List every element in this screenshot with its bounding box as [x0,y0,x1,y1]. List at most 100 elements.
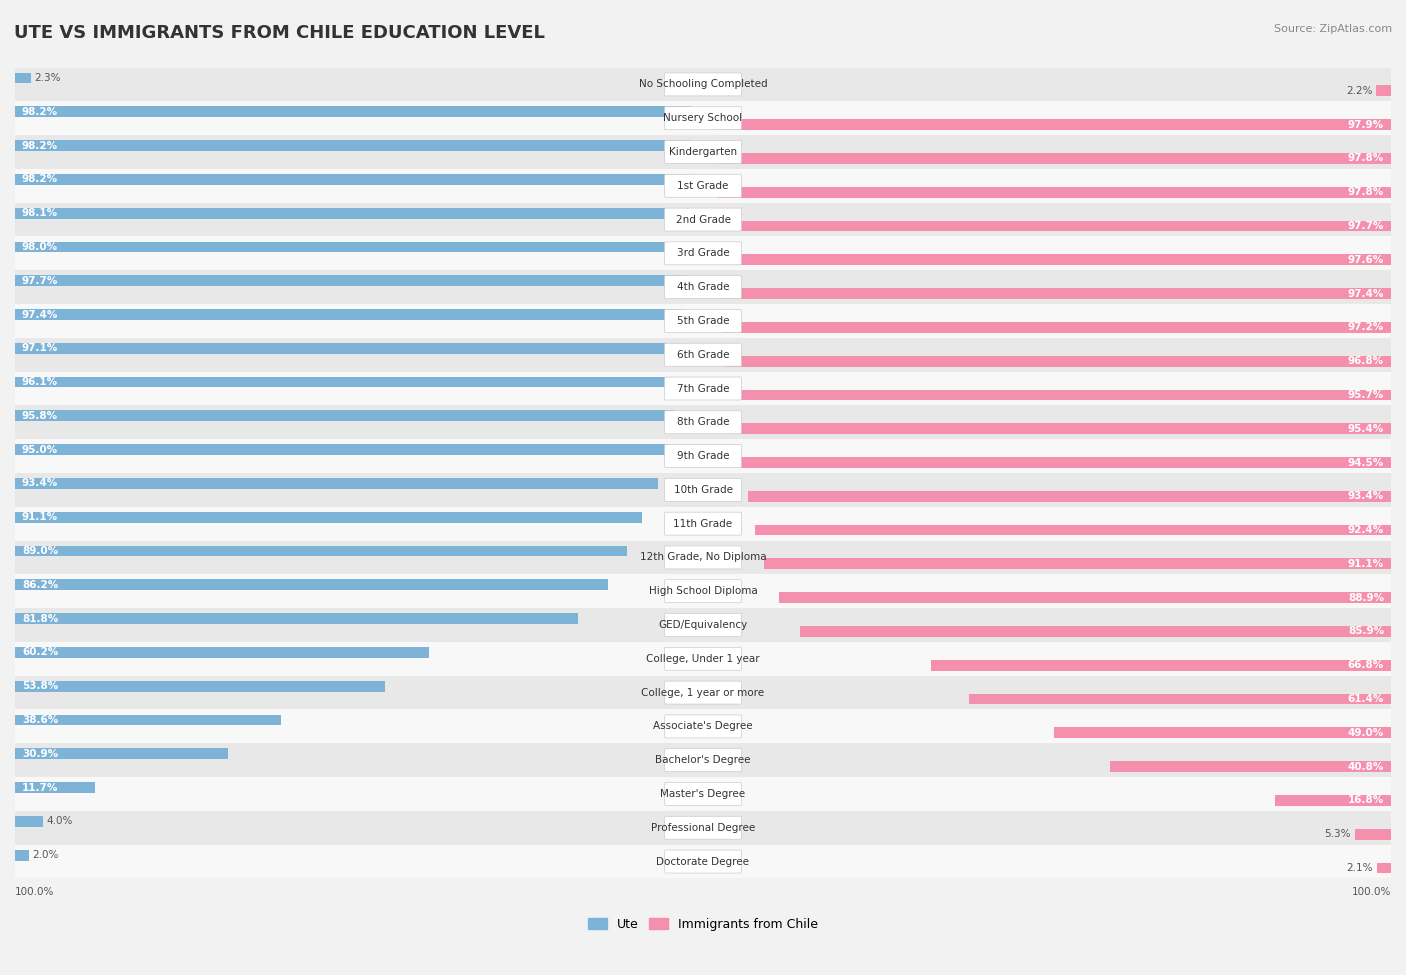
Bar [15,546,627,557]
Bar [15,478,658,488]
Bar [1054,727,1391,738]
Bar [15,749,228,760]
Text: 91.1%: 91.1% [1348,559,1384,568]
Bar [15,371,1391,406]
Bar [15,309,685,320]
Bar [15,67,1391,101]
Text: 2.2%: 2.2% [1346,86,1372,96]
Text: 95.0%: 95.0% [22,445,58,454]
Text: 66.8%: 66.8% [1348,660,1384,670]
FancyBboxPatch shape [665,512,741,535]
Text: Bachelor's Degree: Bachelor's Degree [655,756,751,765]
Text: Nursery School: Nursery School [664,113,742,123]
Text: 88.9%: 88.9% [1348,593,1384,603]
Bar [15,101,1391,136]
Text: 93.4%: 93.4% [22,479,58,488]
Bar [15,140,690,151]
Text: 49.0%: 49.0% [1348,727,1384,738]
Text: 95.7%: 95.7% [1348,390,1384,400]
Text: 97.9%: 97.9% [1348,120,1384,130]
FancyBboxPatch shape [665,208,741,231]
Bar [765,559,1391,569]
Bar [15,676,1391,710]
Text: 1st Grade: 1st Grade [678,180,728,191]
FancyBboxPatch shape [665,242,741,265]
Bar [718,187,1391,198]
Legend: Ute, Immigrants from Chile: Ute, Immigrants from Chile [583,913,823,936]
Bar [15,242,689,253]
FancyBboxPatch shape [665,175,741,197]
Bar [1376,863,1391,874]
Bar [15,174,690,184]
Bar [15,647,429,658]
Bar [15,574,1391,608]
Text: College, Under 1 year: College, Under 1 year [647,654,759,664]
Text: 5.3%: 5.3% [1324,829,1351,839]
Text: 11th Grade: 11th Grade [673,519,733,528]
FancyBboxPatch shape [665,613,741,637]
Bar [15,439,1391,473]
Text: 97.2%: 97.2% [1348,323,1384,332]
Bar [15,406,1391,439]
FancyBboxPatch shape [665,445,741,468]
Text: Associate's Degree: Associate's Degree [654,722,752,731]
Bar [15,816,42,827]
Text: 95.4%: 95.4% [1348,424,1384,434]
Bar [15,203,1391,237]
Bar [15,304,1391,337]
Bar [15,337,1391,371]
Text: 11.7%: 11.7% [22,783,58,793]
Text: 4.0%: 4.0% [46,816,72,827]
Text: No Schooling Completed: No Schooling Completed [638,79,768,90]
Text: UTE VS IMMIGRANTS FROM CHILE EDUCATION LEVEL: UTE VS IMMIGRANTS FROM CHILE EDUCATION L… [14,24,546,42]
FancyBboxPatch shape [665,850,741,873]
Text: 93.4%: 93.4% [1348,491,1384,501]
Text: 86.2%: 86.2% [22,580,58,590]
Bar [969,693,1391,704]
Text: 97.8%: 97.8% [1348,153,1384,164]
Text: 97.7%: 97.7% [1348,221,1384,231]
Bar [15,169,1391,203]
Text: 97.6%: 97.6% [1348,254,1384,265]
FancyBboxPatch shape [665,546,741,569]
Bar [718,153,1391,164]
Bar [15,777,1391,811]
Text: 38.6%: 38.6% [22,715,58,725]
Text: 2nd Grade: 2nd Grade [675,214,731,224]
FancyBboxPatch shape [665,715,741,738]
Text: 89.0%: 89.0% [22,546,58,556]
Text: Master's Degree: Master's Degree [661,789,745,799]
Bar [15,376,676,387]
Text: 96.8%: 96.8% [1348,356,1384,367]
Bar [15,811,1391,844]
Text: Source: ZipAtlas.com: Source: ZipAtlas.com [1274,24,1392,34]
FancyBboxPatch shape [665,783,741,805]
Text: GED/Equivalency: GED/Equivalency [658,620,748,630]
Bar [748,490,1391,502]
Text: 53.8%: 53.8% [22,682,58,691]
FancyBboxPatch shape [665,816,741,839]
Bar [1111,761,1391,772]
FancyBboxPatch shape [665,140,741,164]
Text: 81.8%: 81.8% [22,613,58,624]
Text: High School Diploma: High School Diploma [648,586,758,597]
Bar [735,423,1391,434]
Text: 40.8%: 40.8% [1348,761,1384,771]
Bar [15,72,31,84]
FancyBboxPatch shape [665,647,741,670]
Bar [725,356,1391,367]
Bar [15,270,1391,304]
Text: 98.2%: 98.2% [22,107,58,117]
Text: 30.9%: 30.9% [22,749,58,759]
Text: 10th Grade: 10th Grade [673,485,733,495]
Bar [15,710,1391,743]
Text: 2.0%: 2.0% [32,850,59,860]
Bar [800,626,1391,637]
Text: 9th Grade: 9th Grade [676,451,730,461]
Bar [15,743,1391,777]
Bar [15,106,690,117]
Text: 7th Grade: 7th Grade [676,383,730,394]
Text: 98.0%: 98.0% [22,242,58,252]
Bar [755,525,1391,535]
Text: 2.3%: 2.3% [34,73,60,83]
